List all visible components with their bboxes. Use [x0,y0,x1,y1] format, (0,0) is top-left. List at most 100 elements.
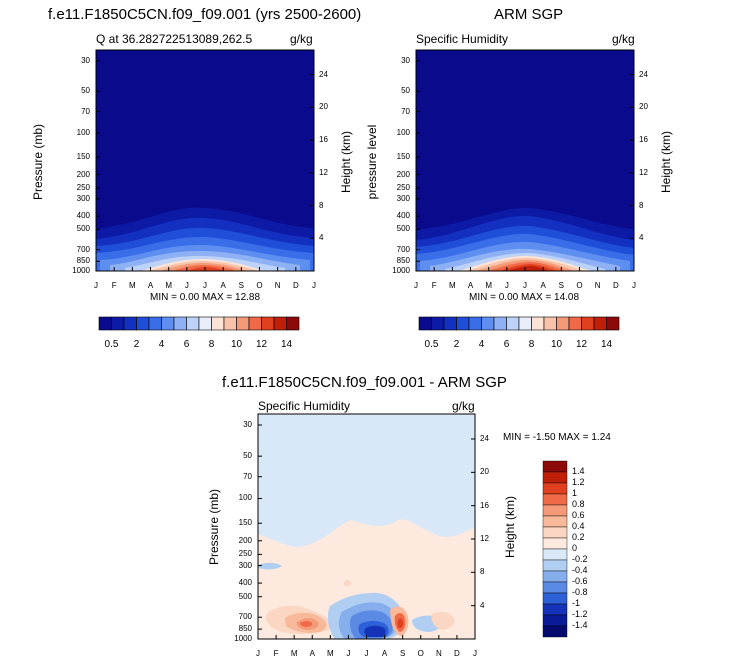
panel3-colorbar-swatch [542,559,568,572]
panel1-month-9: O [256,281,263,290]
panel3-month-6: J [364,649,369,658]
panel3-ptick-150: 150 [238,518,252,528]
panel2-colorbar-label: 6 [503,339,510,350]
panel1-ptick-300: 300 [76,193,90,203]
panel1-title: f.e11.F1850C5CN.f09_f09.001 (yrs 2500-26… [48,6,362,23]
panel1-colorbar-swatch [148,316,162,331]
panel2-colorbar-swatch [518,316,532,331]
panel2-colorbar-label: 4 [478,339,485,350]
panel1-colorbar-swatch [223,316,237,331]
panel3-htick-12: 12 [480,534,489,543]
panel2-month-12: J [632,281,636,290]
panel2-month-3: A [467,281,474,290]
panel3-month-8: S [399,649,406,658]
panel2-month-11: D [612,281,619,290]
panel3-colorbar-swatch [542,482,568,495]
panel3-month-1: F [273,649,279,658]
panel3-month-4: M [326,649,334,658]
panel1-colorbar: 0.5 2 4 6 8 10 12 14 [98,316,300,350]
panel1-colorbar-swatch [173,316,187,331]
panel3-colorbar-swatch [542,526,568,539]
panel2-month-1: F [431,281,437,290]
panel1-month-0: J [94,281,98,290]
panel3-month-12: J [473,649,477,658]
panel2-colorbar-swatch [556,316,570,331]
panel1-month-4: M [165,281,172,290]
panel3-colorbar-label: 1.4 [572,466,585,476]
panel2-colorbar-swatch [543,316,557,331]
panel1-colorbar-label: 2 [133,339,140,350]
panel2-month-2: M [448,281,456,290]
panel2-htick-12: 12 [639,167,648,177]
panel3-ptick-50: 50 [243,451,252,461]
panel1-colorbar-swatch [161,316,175,331]
panel2-htick-8: 8 [639,200,644,210]
panel1-ptick-50: 50 [81,86,90,96]
panel3-ptick-100: 100 [238,493,252,503]
panel3-colorbar-swatch [542,603,568,616]
panel1-colorbar-swatch [211,316,225,331]
panel1-ptick-700: 700 [76,244,90,254]
panel3-ptick-30: 30 [243,419,252,429]
panel1-month-11: D [292,281,299,290]
panel1-ptick-500: 500 [76,224,90,234]
panel2-htick-24: 24 [639,69,648,79]
panel2-ptick-30: 30 [401,55,410,65]
panel3-colorbar-swatch [542,625,568,638]
panel2-plot [416,50,634,271]
panel2-colorbar-swatch [481,316,495,331]
panel1-ptick-30: 30 [81,55,90,65]
panel2-colorbar-label: 0.5 [424,339,439,350]
panel2-colorbar-swatch [431,316,445,331]
panel1-ptick-200: 200 [76,169,90,179]
panel3-ptick-400: 400 [238,578,252,588]
panel2-ptick-150: 150 [396,152,410,162]
panel1-month-8: S [238,281,244,290]
panel2-month-0: J [414,281,418,290]
panel2-month-10: N [594,281,601,290]
panel1-units: g/kg [290,32,313,46]
panel1-htick-8: 8 [319,200,324,210]
panel3-colorbar-label: 0.8 [572,499,585,509]
panel2-htick-16: 16 [639,135,648,145]
panel2-colorbar-swatch [443,316,457,331]
panel2-month-6: J [523,281,527,290]
panel1-ptick-400: 400 [76,211,90,221]
panel3-colorbar-swatch [542,592,568,605]
panel1-colorbar-label: 4 [158,339,165,350]
panel3-colorbar-label: -0.4 [572,565,588,575]
panel1-htick-4: 4 [319,233,324,243]
tick-marks [95,60,635,640]
panel2-colorbar-swatch [593,316,607,331]
panel3-minmax: MIN = -1.50 MAX = 1.24 [503,432,611,443]
panel2-ptick-50: 50 [401,86,410,96]
panel1-minmax: MIN = 0.00 MAX = 12.88 [150,292,261,303]
panel2-ptick-100: 100 [396,127,410,137]
panel3-ptick-250: 250 [238,549,252,559]
panel1-month-5: J [184,281,189,290]
panel2-month-7: A [540,281,546,290]
panel2-colorbar-label: 10 [550,339,563,350]
panel1-ptick-1000: 1000 [72,266,90,275]
panel3-title: f.e11.F1850C5CN.f09_f09.001 - ARM SGP [222,374,507,391]
panel3-colorbar-label: 1.2 [572,477,585,487]
panel1-colorbar-label: 8 [208,339,215,350]
panel3-left-string: Specific Humidity [258,399,351,413]
panel2-colorbar-label: 14 [600,339,613,350]
panel3-colorbar-label: -1 [572,598,581,608]
panel3-y2label: Height (km) [503,495,517,559]
panel1-plot [96,50,314,271]
panel2-ptick-300: 300 [396,193,410,203]
panel1-colorbar-swatch [186,316,200,331]
panel3-colorbar-swatch [542,548,568,561]
panel2-colorbar-swatch [581,316,595,331]
panel2-month-8: S [558,281,564,290]
panel1-month-7: A [220,281,226,290]
panel2-month-4: M [485,281,492,290]
panel3-colorbar-swatch [542,493,568,506]
panel2-ptick-700: 700 [396,244,410,254]
panel3-colorbar-label: -0.6 [572,576,588,586]
panel1-ylabel: Pressure (mb) [31,123,45,201]
panel2-colorbar-swatch [456,316,470,331]
